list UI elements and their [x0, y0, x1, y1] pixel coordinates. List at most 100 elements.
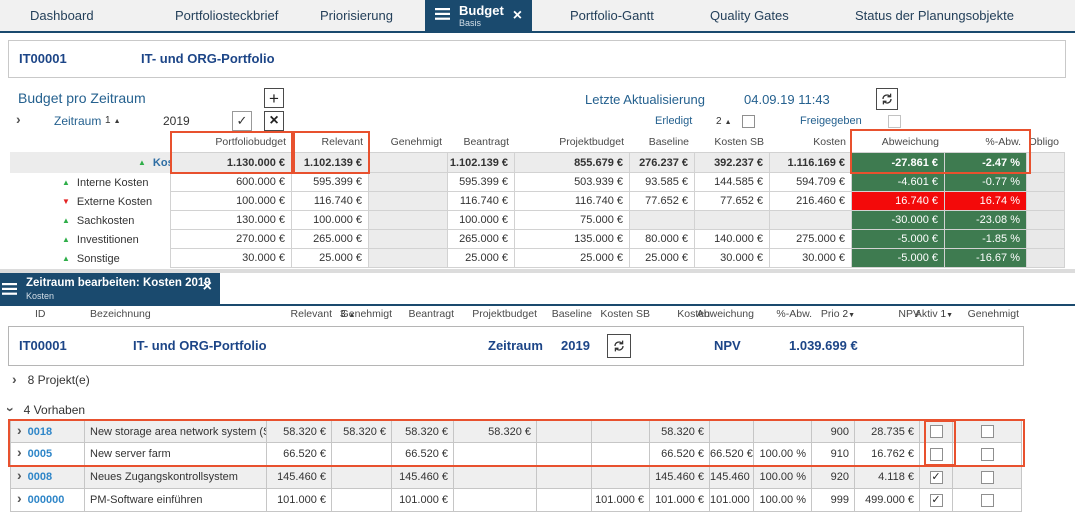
cell-genehmigt[interactable]: [332, 466, 392, 489]
cell-beantragt[interactable]: 66.520 €: [392, 443, 454, 466]
tab-budget-active[interactable]: Budget Basis: [425, 0, 533, 31]
cell-genehmigt[interactable]: 58.320 €: [332, 420, 392, 443]
aktiv-checkbox[interactable]: [929, 425, 943, 438]
erledigt-label: Erledigt: [655, 115, 693, 127]
column-header-kosten-sb[interactable]: Kosten SB: [714, 136, 764, 148]
row-label-investitionen[interactable]: Investitionen: [10, 230, 170, 249]
confirm-zeitraum-button[interactable]: [232, 111, 252, 131]
zeitraum-sort[interactable]: 1: [105, 114, 121, 126]
group-projekte[interactable]: 8 Projekt(e): [12, 372, 90, 387]
column-header-genehmigt-checkbox[interactable]: Genehmigt: [967, 308, 1019, 320]
project-id-link[interactable]: 000000: [27, 494, 65, 506]
cell-prio[interactable]: 920: [812, 466, 855, 489]
bezeichnung-sort[interactable]: 3: [340, 308, 355, 320]
refresh-button[interactable]: [607, 334, 631, 358]
erledigt-sort[interactable]: 2: [716, 115, 732, 127]
aktiv-checkbox[interactable]: [929, 470, 943, 484]
genehmigt-checkbox[interactable]: [980, 447, 994, 461]
project-id-link[interactable]: 0008: [27, 471, 53, 483]
cell-relevant[interactable]: 58.320 €: [267, 420, 332, 443]
close-tab-icon[interactable]: [513, 8, 522, 24]
x-icon: [269, 113, 278, 129]
column-header-prio[interactable]: Prio 2: [821, 308, 855, 320]
group-vorhaben[interactable]: 4 Vorhaben: [8, 402, 85, 417]
erledigt-checkbox[interactable]: [742, 115, 755, 128]
column-header-npv[interactable]: NPV: [898, 308, 920, 320]
column-header-bezeichnung[interactable]: Bezeichnung: [90, 308, 151, 320]
tab-dashboard[interactable]: Dashboard: [30, 0, 94, 31]
expander-collapsed-icon[interactable]: [17, 466, 22, 488]
edit-panel-tab[interactable]: Zeitraum bearbeiten: Kosten 2019 Kosten: [0, 273, 220, 304]
cell-prio[interactable]: 999: [812, 489, 855, 512]
cell-beantragt: 1.102.139 €: [448, 152, 515, 173]
column-header-abw-pct[interactable]: %-Abw.: [985, 136, 1021, 148]
aktiv-checkbox[interactable]: [929, 447, 943, 461]
column-header-relevant[interactable]: Relevant: [290, 308, 332, 320]
tab-priorisierung[interactable]: Priorisierung: [320, 0, 393, 31]
project-id-link[interactable]: 0005: [27, 448, 53, 460]
project-id-link[interactable]: 0018: [27, 425, 53, 438]
column-header-baseline[interactable]: Baseline: [648, 136, 689, 148]
tab-quality-gates[interactable]: Quality Gates: [710, 0, 789, 31]
genehmigt-checkbox[interactable]: [980, 470, 994, 484]
expander-collapsed-icon[interactable]: [17, 489, 22, 511]
aktiv-checkbox[interactable]: [929, 493, 943, 507]
column-header-abweichung[interactable]: Abweichung: [881, 136, 939, 148]
column-header-relevant[interactable]: Relevant: [321, 136, 363, 148]
row-label-interne-kosten[interactable]: Interne Kosten: [10, 173, 170, 192]
cell-genehmigt-checkbox: [953, 443, 1022, 466]
zeitraum-expander-icon[interactable]: [16, 112, 21, 127]
refresh-button[interactable]: [876, 88, 898, 110]
column-header-genehmigt[interactable]: Genehmigt: [340, 308, 392, 320]
column-header-abweichung[interactable]: Abweichung: [696, 308, 754, 320]
cell-genehmigt[interactable]: [332, 489, 392, 512]
cell-beantragt[interactable]: 58.320 €: [392, 420, 454, 443]
cell-kosten: 216.460 €: [770, 192, 852, 211]
tab-portfolio-gantt[interactable]: Portfolio-Gantt: [570, 0, 654, 31]
hamburger-menu-icon[interactable]: [2, 283, 17, 298]
tab-status-planungsobjekte[interactable]: Status der Planungsobjekte: [855, 0, 1014, 31]
column-header-beantragt[interactable]: Beantragt: [408, 308, 454, 320]
freigegeben-checkbox[interactable]: [888, 115, 901, 128]
genehmigt-checkbox[interactable]: [980, 425, 994, 438]
close-edit-panel-icon[interactable]: [203, 279, 212, 295]
cell-prio[interactable]: 900: [812, 420, 855, 443]
delete-zeitraum-button[interactable]: [264, 111, 284, 131]
column-header-portfoliobudget[interactable]: Portfoliobudget: [215, 136, 286, 148]
cell-relevant[interactable]: 145.460 €: [267, 466, 332, 489]
column-header-genehmigt[interactable]: Genehmigt: [390, 136, 442, 148]
expander-collapsed-icon[interactable]: [17, 421, 22, 442]
column-header-baseline[interactable]: Baseline: [551, 308, 592, 320]
tab-portfoliosteckbrief[interactable]: Portfoliosteckbrief: [175, 0, 278, 31]
column-header-obligo[interactable]: Obligo: [1028, 136, 1059, 148]
column-header-kosten[interactable]: Kosten: [813, 136, 846, 148]
row-label-kosten[interactable]: Kosten: [10, 152, 190, 173]
zeitraum-label[interactable]: Zeitraum: [54, 114, 102, 128]
genehmigt-checkbox[interactable]: [980, 493, 994, 507]
column-header-id[interactable]: ID: [35, 308, 46, 320]
row-label-sachkosten[interactable]: Sachkosten: [10, 211, 170, 230]
column-header-kosten-sb[interactable]: Kosten SB: [600, 308, 650, 320]
row-label-externe-kosten[interactable]: Externe Kosten: [10, 192, 170, 211]
cell-beantragt[interactable]: 145.460 €: [392, 466, 454, 489]
column-header-kosten[interactable]: Kosten: [677, 308, 710, 320]
cell-relevant[interactable]: 101.000 €: [267, 489, 332, 512]
column-header-abw-pct[interactable]: %-Abw.: [776, 308, 812, 320]
column-header-aktiv[interactable]: Aktiv 1: [915, 308, 953, 320]
column-header-beantragt[interactable]: Beantragt: [463, 136, 509, 148]
add-zeitraum-button[interactable]: [264, 88, 284, 108]
cell-relevant[interactable]: 66.520 €: [267, 443, 332, 466]
tab-label: Portfolio-Gantt: [570, 8, 654, 23]
cell-beantragt[interactable]: 101.000 €: [392, 489, 454, 512]
cell-genehmigt: [369, 152, 448, 173]
cell-genehmigt[interactable]: [332, 443, 392, 466]
column-header-projektbudget[interactable]: Projektbudget: [559, 136, 624, 148]
cell-projektbudget: 503.939 €: [515, 173, 630, 192]
cell-genehmigt: [369, 173, 448, 192]
expander-collapsed-icon[interactable]: [17, 443, 22, 465]
row-label-sonstige[interactable]: Sonstige: [10, 249, 170, 268]
cell-prio[interactable]: 910: [812, 443, 855, 466]
column-header-projektbudget[interactable]: Projektbudget: [472, 308, 537, 320]
cell-relevant: 100.000 €: [292, 211, 369, 230]
hamburger-menu-icon[interactable]: [435, 8, 450, 23]
